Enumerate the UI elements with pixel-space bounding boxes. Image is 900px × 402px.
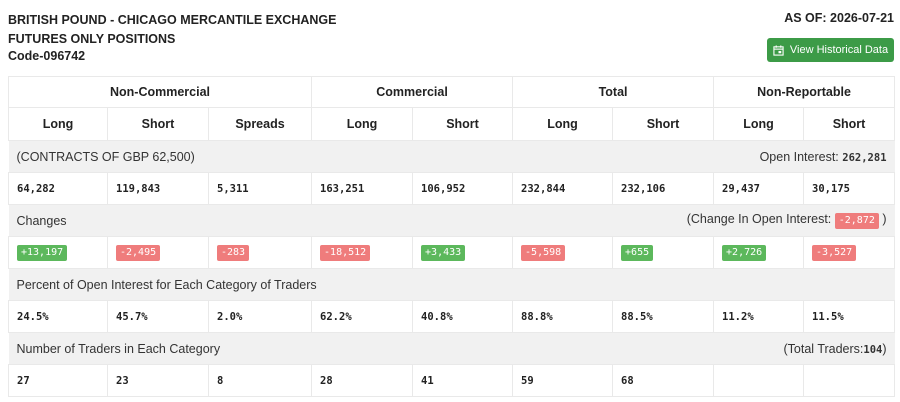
- change-badge: +655: [621, 245, 654, 261]
- table-cell: 23: [107, 364, 209, 397]
- change-badge: +2,726: [722, 245, 767, 261]
- changes-label: Changes: [8, 204, 513, 237]
- group-commercial: Commercial: [311, 76, 514, 108]
- group-non-commercial: Non-Commercial: [7, 76, 313, 108]
- col-nr-long: Long: [713, 107, 805, 141]
- change-badge: +3,433: [421, 245, 466, 261]
- col-t-short: Short: [612, 107, 715, 141]
- table-cell: [713, 364, 805, 397]
- view-historical-data-button[interactable]: View Historical Data: [767, 38, 894, 62]
- col-nr-short: Short: [803, 107, 896, 141]
- group-header-row: Non-Commercial Commercial Total Non-Repo…: [7, 76, 896, 108]
- table-cell: 62.2%: [311, 300, 414, 333]
- table-cell: 29,437: [713, 172, 805, 205]
- report-code: Code-096742: [8, 49, 86, 63]
- table-cell: 30,175: [803, 172, 896, 205]
- report-title-line1: BRITISH POUND - CHICAGO MERCANTILE EXCHA…: [8, 13, 337, 27]
- traders-values-row: 27 23 8 28 41 59 68: [8, 364, 896, 397]
- open-interest: Open Interest: 262,281: [512, 140, 895, 173]
- col-c-short: Short: [412, 107, 514, 141]
- col-nc-short: Short: [107, 107, 209, 141]
- percent-values-row: 24.5% 45.7% 2.0% 62.2% 40.8% 88.8% 88.5%…: [8, 300, 896, 333]
- table-cell: 88.5%: [612, 300, 715, 333]
- table-cell: -5,598: [512, 236, 614, 269]
- table-cell: +655: [612, 236, 715, 269]
- report-title: BRITISH POUND - CHICAGO MERCANTILE EXCHA…: [8, 11, 336, 49]
- contracts-label: (CONTRACTS OF GBP 62,500): [8, 140, 513, 173]
- table-cell: -3,527: [803, 236, 896, 269]
- table-cell: 28: [311, 364, 414, 397]
- contracts-values-row: 64,282 119,843 5,311 163,251 106,952 232…: [8, 172, 896, 205]
- total-traders-value: 104: [863, 343, 883, 356]
- percent-section-row: Percent of Open Interest for Each Catego…: [8, 268, 895, 301]
- total-traders-prefix: (Total Traders:: [783, 341, 864, 356]
- table-cell: 11.2%: [713, 300, 805, 333]
- table-cell: 11.5%: [803, 300, 896, 333]
- col-nc-spreads: Spreads: [207, 107, 313, 141]
- change-badge: +13,197: [17, 245, 68, 261]
- change-badge: -283: [217, 245, 250, 261]
- table-cell: 41: [412, 364, 514, 397]
- col-t-long: Long: [512, 107, 614, 141]
- changes-values-row: +13,197 -2,495 -283 -18,512 +3,433 -5,59…: [8, 236, 896, 269]
- view-historical-data-label: View Historical Data: [789, 44, 889, 56]
- traders-label: Number of Traders in Each Category: [8, 332, 513, 365]
- table-cell: 45.7%: [107, 300, 209, 333]
- table-cell: 88.8%: [512, 300, 614, 333]
- traders-section-row: Number of Traders in Each Category (Tota…: [8, 332, 895, 365]
- change-oi-badge: -2,872: [834, 213, 879, 229]
- table-cell: 119,843: [107, 172, 209, 205]
- percent-label: Percent of Open Interest for Each Catego…: [8, 268, 895, 301]
- table-cell: 106,952: [412, 172, 514, 205]
- table-cell: -283: [207, 236, 313, 269]
- total-traders-suffix: ): [882, 341, 887, 356]
- table-cell: 64,282: [8, 172, 108, 205]
- change-oi-suffix: ): [882, 212, 887, 226]
- col-c-long: Long: [311, 107, 414, 141]
- change-badge: -3,527: [812, 245, 857, 261]
- change-badge: -5,598: [521, 245, 566, 261]
- change-badge: -18,512: [320, 245, 371, 261]
- contracts-section-row: (CONTRACTS OF GBP 62,500) Open Interest:…: [8, 140, 895, 173]
- changes-section-row: Changes (Change In Open Interest: -2,872…: [8, 204, 895, 237]
- table-cell: 232,844: [512, 172, 614, 205]
- table-cell: 232,106: [612, 172, 715, 205]
- col-nc-long: Long: [8, 107, 108, 141]
- calendar-icon: [773, 44, 784, 56]
- group-non-reportable: Non-Reportable: [713, 76, 896, 108]
- change-oi-prefix: (Change In Open Interest:: [686, 212, 832, 226]
- table-cell: 8: [207, 364, 313, 397]
- table-cell: -18,512: [311, 236, 414, 269]
- table-cell: 5,311: [207, 172, 313, 205]
- table-cell: 2.0%: [207, 300, 313, 333]
- table-cell: 68: [612, 364, 715, 397]
- column-header-row: Long Short Spreads Long Short Long Short…: [8, 107, 896, 141]
- as-of-date: AS OF: 2026-07-21: [784, 11, 894, 25]
- open-interest-value: 262,281: [842, 151, 887, 164]
- table-cell: 163,251: [311, 172, 414, 205]
- total-traders: (Total Traders:104): [512, 332, 895, 365]
- table-cell: 40.8%: [412, 300, 514, 333]
- table-cell: 27: [8, 364, 108, 397]
- table-cell: -2,495: [107, 236, 209, 269]
- table-cell: [803, 364, 896, 397]
- change-open-interest: (Change In Open Interest: -2,872 ): [512, 204, 895, 237]
- table-cell: +2,726: [713, 236, 805, 269]
- change-badge: -2,495: [116, 245, 161, 261]
- table-cell: 59: [512, 364, 614, 397]
- group-total: Total: [512, 76, 715, 108]
- table-cell: 24.5%: [8, 300, 108, 333]
- open-interest-label: Open Interest:: [759, 149, 839, 164]
- table-cell: +13,197: [8, 236, 108, 269]
- table-cell: +3,433: [412, 236, 514, 269]
- cot-positions-table: Non-Commercial Commercial Total Non-Repo…: [7, 76, 896, 397]
- report-title-line2: FUTURES ONLY POSITIONS: [8, 32, 176, 46]
